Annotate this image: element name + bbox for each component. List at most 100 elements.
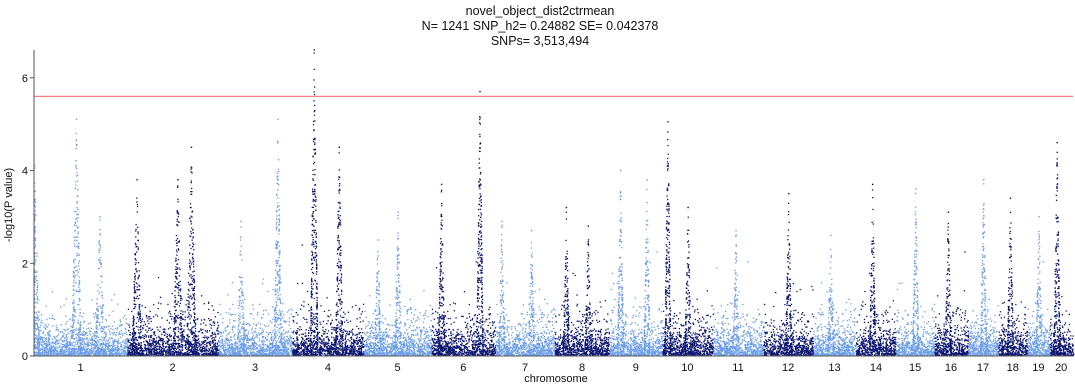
snp-point [169, 335, 171, 338]
snp-point [185, 346, 187, 348]
snp-point [82, 354, 84, 356]
snp-point [112, 353, 115, 356]
snp-point [268, 349, 270, 351]
snp-point [208, 341, 210, 343]
snp-point [34, 230, 36, 232]
snp-point [346, 319, 348, 321]
snp-point [127, 323, 129, 325]
snp-point [222, 344, 224, 346]
snp-point [189, 268, 191, 270]
snp-point [34, 228, 36, 231]
snp-point [276, 321, 278, 323]
snp-point [65, 354, 67, 356]
snp-point [189, 252, 191, 254]
snp-point [203, 340, 206, 342]
snp-point [97, 290, 99, 292]
snp-point [249, 325, 251, 327]
snp-point [150, 345, 152, 347]
snp-point [174, 275, 176, 277]
snp-point [258, 349, 260, 351]
snp-point [37, 348, 39, 350]
snp-point [240, 327, 242, 329]
snp-point [188, 306, 190, 308]
snp-point [275, 306, 277, 308]
snp-point [178, 281, 180, 284]
snp-point [166, 335, 168, 338]
snp-point [278, 228, 280, 230]
snp-point [179, 352, 181, 355]
snp-point [193, 337, 196, 339]
snp-point [190, 330, 193, 333]
snp-point [213, 339, 215, 341]
snp-point [49, 354, 51, 356]
snp-point [139, 310, 141, 312]
snp-point [275, 244, 278, 246]
snp-point [34, 252, 36, 254]
snp-point [240, 344, 242, 346]
snp-point [119, 353, 121, 355]
snp-point [237, 335, 239, 337]
snp-point [48, 341, 50, 343]
snp-point [51, 317, 53, 319]
snp-point [137, 232, 139, 235]
snp-point [229, 308, 231, 310]
snp-point [169, 353, 172, 355]
snp-point [101, 311, 103, 313]
snp-point [165, 354, 167, 356]
snp-point [88, 351, 90, 353]
snp-point [78, 328, 80, 330]
snp-point [180, 329, 182, 331]
snp-point [275, 345, 277, 347]
snp-point [291, 348, 293, 350]
snp-point [64, 353, 67, 355]
snp-point [233, 320, 235, 322]
snp-point [262, 278, 265, 280]
snp-point [171, 315, 173, 318]
snp-point [84, 351, 86, 353]
snp-point [75, 236, 77, 238]
snp-point [34, 344, 37, 346]
snp-point [314, 336, 316, 338]
snp-point [275, 330, 277, 332]
snp-point [147, 342, 149, 344]
snp-point [38, 311, 40, 313]
snp-point [79, 349, 81, 351]
snp-point [192, 331, 194, 334]
snp-point [266, 348, 268, 351]
snp-point [179, 302, 181, 305]
snp-point [191, 191, 193, 193]
snp-point [78, 336, 80, 338]
snp-point [46, 326, 49, 328]
snp-point [277, 197, 279, 199]
snp-point [128, 324, 130, 326]
snp-point [191, 256, 194, 258]
snp-point [34, 312, 36, 314]
snp-point [241, 354, 243, 356]
snp-point [73, 346, 75, 348]
snp-point [108, 314, 110, 317]
snp-point [65, 345, 67, 347]
snp-point [113, 293, 115, 296]
snp-point [134, 242, 137, 245]
snp-point [42, 346, 44, 348]
snp-point [37, 297, 39, 299]
snp-point [246, 348, 248, 350]
snp-point [139, 317, 141, 320]
snp-point [177, 326, 179, 328]
snp-point [181, 335, 183, 337]
snp-point [282, 343, 284, 345]
snp-point [212, 333, 214, 335]
snp-point [34, 213, 36, 215]
snp-point [243, 343, 245, 345]
snp-point [218, 344, 220, 346]
snp-point [75, 347, 77, 350]
snp-point [243, 342, 245, 344]
snp-point [361, 352, 363, 354]
snp-point [131, 354, 133, 356]
snp-point [137, 313, 139, 315]
snp-point [171, 342, 173, 345]
snp-point [54, 352, 56, 355]
snp-point [233, 351, 235, 353]
snp-point [280, 332, 282, 334]
snp-point [108, 348, 110, 350]
